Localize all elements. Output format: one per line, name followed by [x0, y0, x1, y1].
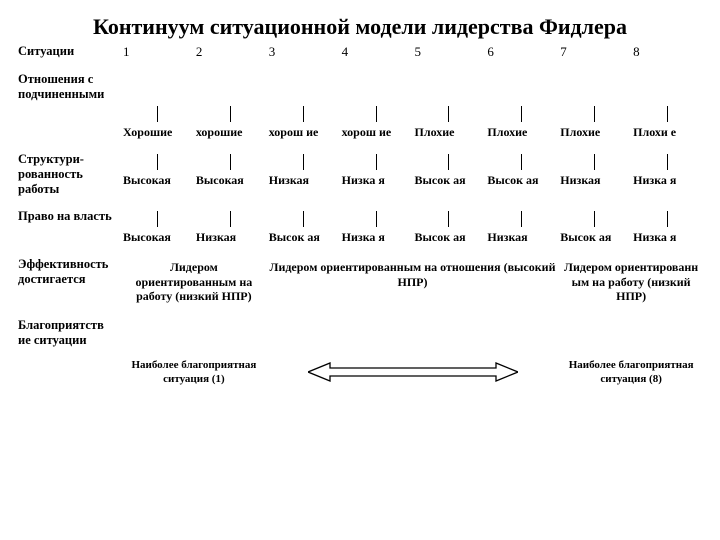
- eff-cell: Лидером ориентированным на отношения (вы…: [267, 256, 559, 307]
- cell: Высок ая: [413, 151, 486, 198]
- rowhead-favorability: Благоприятств ие ситуации: [16, 317, 121, 349]
- row-structure: Структури-рованность работы Высокая Высо…: [16, 151, 704, 198]
- row-relations: Хорошие хорошие хорош ие хорош ие Плохие…: [16, 103, 704, 141]
- tick-icon: [667, 154, 668, 170]
- row-effectiveness: Эффективность достигается Лидером ориент…: [16, 256, 704, 307]
- tick-icon: [448, 211, 449, 227]
- num: 8: [631, 43, 704, 61]
- cell: Плохие: [558, 103, 631, 141]
- rowhead-effectiveness: Эффективность достигается: [16, 256, 121, 307]
- cell: Низка я: [631, 151, 704, 198]
- num: 2: [194, 43, 267, 61]
- cell: Плохи е: [631, 103, 704, 141]
- tick-icon: [376, 106, 377, 122]
- cell: Высокая: [121, 151, 194, 198]
- cell: Плохие: [413, 103, 486, 141]
- tick-icon: [521, 154, 522, 170]
- cell: Низкая: [267, 151, 340, 198]
- row-situations: Ситуации 1 2 3 4 5 6 7 8: [16, 43, 704, 61]
- tick-icon: [594, 211, 595, 227]
- cell: Низка я: [631, 208, 704, 246]
- tick-icon: [376, 211, 377, 227]
- favor-right: Наиболее благоприятная ситуация (8): [558, 349, 704, 388]
- tick-icon: [667, 211, 668, 227]
- cell: Высок ая: [558, 208, 631, 246]
- cell: Высок ая: [267, 208, 340, 246]
- num: 5: [413, 43, 486, 61]
- eff-cell: Лидером ориентированн ым на работу (низк…: [558, 256, 704, 307]
- cell: Низка я: [340, 208, 413, 246]
- tick-icon: [230, 211, 231, 227]
- tick-icon: [230, 154, 231, 170]
- num: 1: [121, 43, 194, 61]
- rowhead-power: Право на власть: [16, 208, 121, 246]
- page-title: Континуум ситуационной модели лидерства …: [16, 14, 704, 39]
- row-favorability: Благоприятств ие ситуации: [16, 317, 704, 349]
- cell: хорош ие: [340, 103, 413, 141]
- tick-icon: [157, 106, 158, 122]
- num: 4: [340, 43, 413, 61]
- tick-icon: [448, 106, 449, 122]
- rowhead-situations: Ситуации: [16, 43, 121, 61]
- cell: Высокая: [121, 208, 194, 246]
- cell: Высокая: [194, 151, 267, 198]
- favor-left: Наиболее благоприятная ситуация (1): [121, 349, 267, 388]
- cell: Высок ая: [485, 151, 558, 198]
- eff-cell: Лидером ориентированным на работу (низки…: [121, 256, 267, 307]
- tick-icon: [521, 211, 522, 227]
- num: 3: [267, 43, 340, 61]
- tick-icon: [667, 106, 668, 122]
- rowhead-relations: Отношения с подчиненными: [16, 71, 121, 103]
- tick-icon: [594, 106, 595, 122]
- num: 6: [485, 43, 558, 61]
- cell: Плохие: [485, 103, 558, 141]
- cell: Низкая: [485, 208, 558, 246]
- tick-icon: [157, 154, 158, 170]
- tick-icon: [157, 211, 158, 227]
- rowhead-structure: Структури-рованность работы: [16, 151, 121, 198]
- num: 7: [558, 43, 631, 61]
- tick-icon: [521, 106, 522, 122]
- tick-icon: [303, 106, 304, 122]
- cell: хорошие: [194, 103, 267, 141]
- tick-icon: [303, 211, 304, 227]
- tick-icon: [303, 154, 304, 170]
- cell: Низка я: [340, 151, 413, 198]
- cell: Хорошие: [121, 103, 194, 141]
- tick-icon: [230, 106, 231, 122]
- tick-icon: [594, 154, 595, 170]
- tick-icon: [448, 154, 449, 170]
- tick-icon: [376, 154, 377, 170]
- cell: Низкая: [194, 208, 267, 246]
- fiedler-table: Ситуации 1 2 3 4 5 6 7 8 Отношения с под…: [16, 43, 704, 388]
- row-power: Право на власть Высокая Низкая Высок ая …: [16, 208, 704, 246]
- cell: Низкая: [558, 151, 631, 198]
- cell: Высок ая: [413, 208, 486, 246]
- double-arrow-icon: [267, 349, 559, 388]
- cell: хорош ие: [267, 103, 340, 141]
